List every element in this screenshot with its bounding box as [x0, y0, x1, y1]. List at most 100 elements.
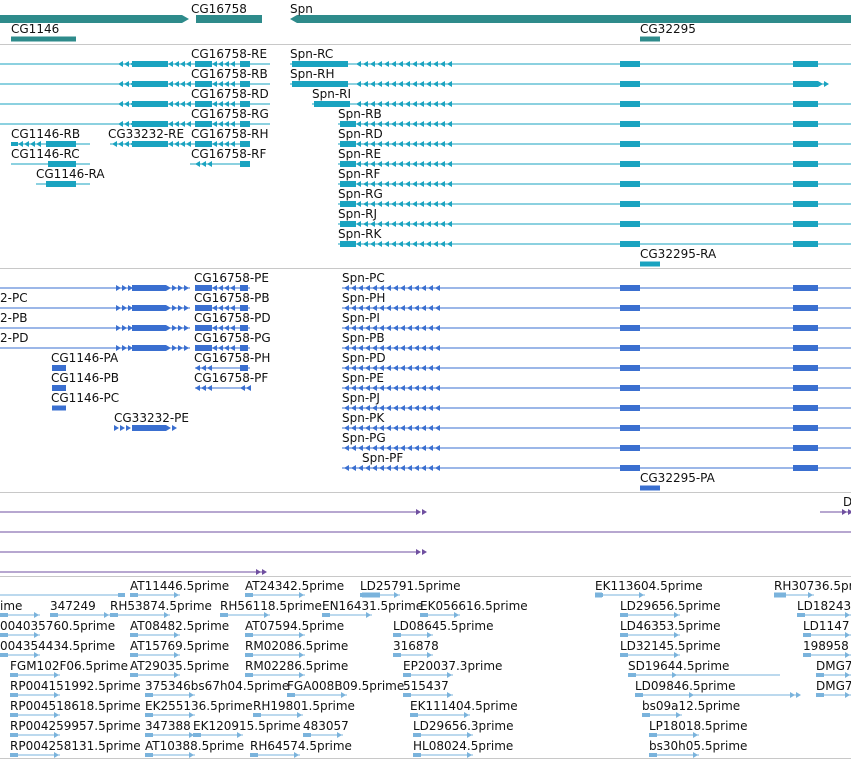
feature-label[interactable]: EK255136.5prime: [145, 699, 253, 713]
feature-label[interactable]: LD1147: [803, 619, 850, 633]
feature-label[interactable]: CG16758-PD: [194, 311, 271, 325]
feature-label[interactable]: Spn: [290, 2, 313, 16]
feature-label[interactable]: CG1146-PA: [51, 351, 119, 365]
feature-label[interactable]: 198958: [803, 639, 849, 653]
feature-label[interactable]: DMG7: [816, 679, 851, 693]
feature-label[interactable]: Spn-PJ: [342, 391, 380, 405]
feature-label[interactable]: EN16431.5prime: [322, 599, 424, 613]
feature-label[interactable]: CG33232-RE: [108, 127, 185, 141]
feature-label[interactable]: CG1146-RA: [36, 167, 105, 181]
feature-label[interactable]: 375346bs67h04.5prime: [145, 679, 290, 693]
feature-label[interactable]: RH30736.5prime: [774, 579, 851, 593]
feature-label[interactable]: FGA008B09.5prime: [287, 679, 405, 693]
feature-label[interactable]: CG16758-PH: [194, 351, 271, 365]
feature-label[interactable]: CG16758-PE: [194, 271, 269, 285]
feature-label[interactable]: Spn-RG: [338, 187, 383, 201]
feature-label[interactable]: HL08024.5prime: [413, 739, 514, 753]
feature-label[interactable]: CG32295-PA: [640, 471, 715, 485]
feature-label[interactable]: CG16758-PB: [194, 291, 270, 305]
feature-label[interactable]: Spn-RD: [338, 127, 383, 141]
feature-label[interactable]: CG16758-RE: [191, 47, 268, 61]
feature-label[interactable]: Spn-RE: [338, 147, 382, 161]
feature-label[interactable]: RP004259957.5prime: [10, 719, 141, 733]
feature-label[interactable]: 004354434.5prime: [0, 639, 116, 653]
feature-label[interactable]: 2-PB: [0, 311, 28, 325]
feature-label[interactable]: 483057: [303, 719, 349, 733]
feature-label[interactable]: 347388: [145, 719, 191, 733]
feature-label[interactable]: Spn-PF: [362, 451, 404, 465]
feature-label[interactable]: LP18018.5prime: [649, 719, 748, 733]
feature-label[interactable]: RH19801.5prime: [253, 699, 355, 713]
feature-label[interactable]: ime: [0, 599, 23, 613]
feature-label[interactable]: CG1146-PC: [51, 391, 120, 405]
feature-label[interactable]: EK120915.5prime: [193, 719, 301, 733]
feature-label[interactable]: 347249: [50, 599, 96, 613]
feature-label[interactable]: CG16758-RG: [191, 107, 269, 121]
feature-label[interactable]: CG1146: [11, 22, 60, 36]
feature-label[interactable]: AT10388.5prime: [145, 739, 245, 753]
feature-label[interactable]: RH56118.5prime: [220, 599, 322, 613]
feature-label[interactable]: CG16758-RH: [191, 127, 269, 141]
feature-label[interactable]: CG33232-PE: [114, 411, 189, 425]
feature-label[interactable]: LD08645.5prime: [393, 619, 494, 633]
feature-label[interactable]: EP20037.3prime: [403, 659, 503, 673]
feature-label[interactable]: DMG7: [816, 659, 851, 673]
feature-label[interactable]: FGM102F06.5prime: [10, 659, 129, 673]
feature-label[interactable]: CG1146-RC: [11, 147, 80, 161]
feature-label[interactable]: Spn-PC: [342, 271, 385, 285]
feature-label[interactable]: RP004151992.5prime: [10, 679, 141, 693]
feature-label[interactable]: Spn-PI: [342, 311, 380, 325]
feature-label[interactable]: LD09846.5prime: [635, 679, 736, 693]
feature-label[interactable]: bs09a12.5prime: [642, 699, 741, 713]
feature-label[interactable]: CG16758-PF: [194, 371, 269, 385]
feature-label[interactable]: Spn-PG: [342, 431, 386, 445]
feature-label[interactable]: D: [843, 495, 851, 509]
feature-label[interactable]: RM02086.5prime: [245, 639, 349, 653]
feature-label[interactable]: RP004518618.5prime: [10, 699, 141, 713]
feature-label[interactable]: Spn-PD: [342, 351, 386, 365]
feature-label[interactable]: EK111404.5prime: [410, 699, 518, 713]
feature-label[interactable]: Spn-RI: [312, 87, 352, 101]
feature-label[interactable]: AT24342.5prime: [245, 579, 345, 593]
feature-label[interactable]: RP004258131.5prime: [10, 739, 141, 753]
feature-label[interactable]: Spn-RC: [290, 47, 334, 61]
feature-label[interactable]: CG16758-RD: [191, 87, 269, 101]
feature-label[interactable]: 316878: [393, 639, 439, 653]
feature-label[interactable]: CG1146-PB: [51, 371, 120, 385]
feature-label[interactable]: 2-PC: [0, 291, 28, 305]
feature-label[interactable]: AT11446.5prime: [130, 579, 230, 593]
feature-label[interactable]: Spn-RH: [290, 67, 335, 81]
feature-label[interactable]: LD29656.3prime: [413, 719, 514, 733]
feature-label[interactable]: Spn-PB: [342, 331, 385, 345]
feature-label[interactable]: Spn-PH: [342, 291, 386, 305]
feature-label[interactable]: CG16758: [191, 2, 247, 16]
feature-label[interactable]: CG16758-RB: [191, 67, 268, 81]
feature-label[interactable]: Spn-PK: [342, 411, 385, 425]
feature-label[interactable]: CG16758-PG: [194, 331, 271, 345]
feature-label[interactable]: CG32295: [640, 22, 696, 36]
feature-label[interactable]: 2-PD: [0, 331, 29, 345]
feature-label[interactable]: SD19644.5prime: [628, 659, 730, 673]
feature-label[interactable]: CG16758-RF: [191, 147, 267, 161]
feature-label[interactable]: 515437: [403, 679, 449, 693]
feature-label[interactable]: CG32295-RA: [640, 247, 717, 261]
feature-label[interactable]: AT29035.5prime: [130, 659, 230, 673]
feature-label[interactable]: RH53874.5prime: [110, 599, 212, 613]
feature-label[interactable]: AT08482.5prime: [130, 619, 230, 633]
feature-label[interactable]: Spn-RB: [338, 107, 382, 121]
feature-label[interactable]: bs30h05.5prime: [649, 739, 748, 753]
feature-label[interactable]: Spn-PE: [342, 371, 384, 385]
feature-label[interactable]: AT07594.5prime: [245, 619, 345, 633]
feature-label[interactable]: Spn-RF: [338, 167, 381, 181]
feature-label[interactable]: 004035760.5prime: [0, 619, 116, 633]
feature-label[interactable]: LD32145.5prime: [620, 639, 721, 653]
feature-label[interactable]: RM02286.5prime: [245, 659, 349, 673]
feature-label[interactable]: LD29656.5prime: [620, 599, 721, 613]
feature-label[interactable]: CG1146-RB: [11, 127, 81, 141]
feature-label[interactable]: EK113604.5prime: [595, 579, 703, 593]
feature-label[interactable]: LD46353.5prime: [620, 619, 721, 633]
feature-label[interactable]: EK056616.5prime: [420, 599, 528, 613]
feature-label[interactable]: Spn-RJ: [338, 207, 378, 221]
feature-label[interactable]: RH64574.5prime: [250, 739, 352, 753]
feature-label[interactable]: LD25791.5prime: [360, 579, 461, 593]
